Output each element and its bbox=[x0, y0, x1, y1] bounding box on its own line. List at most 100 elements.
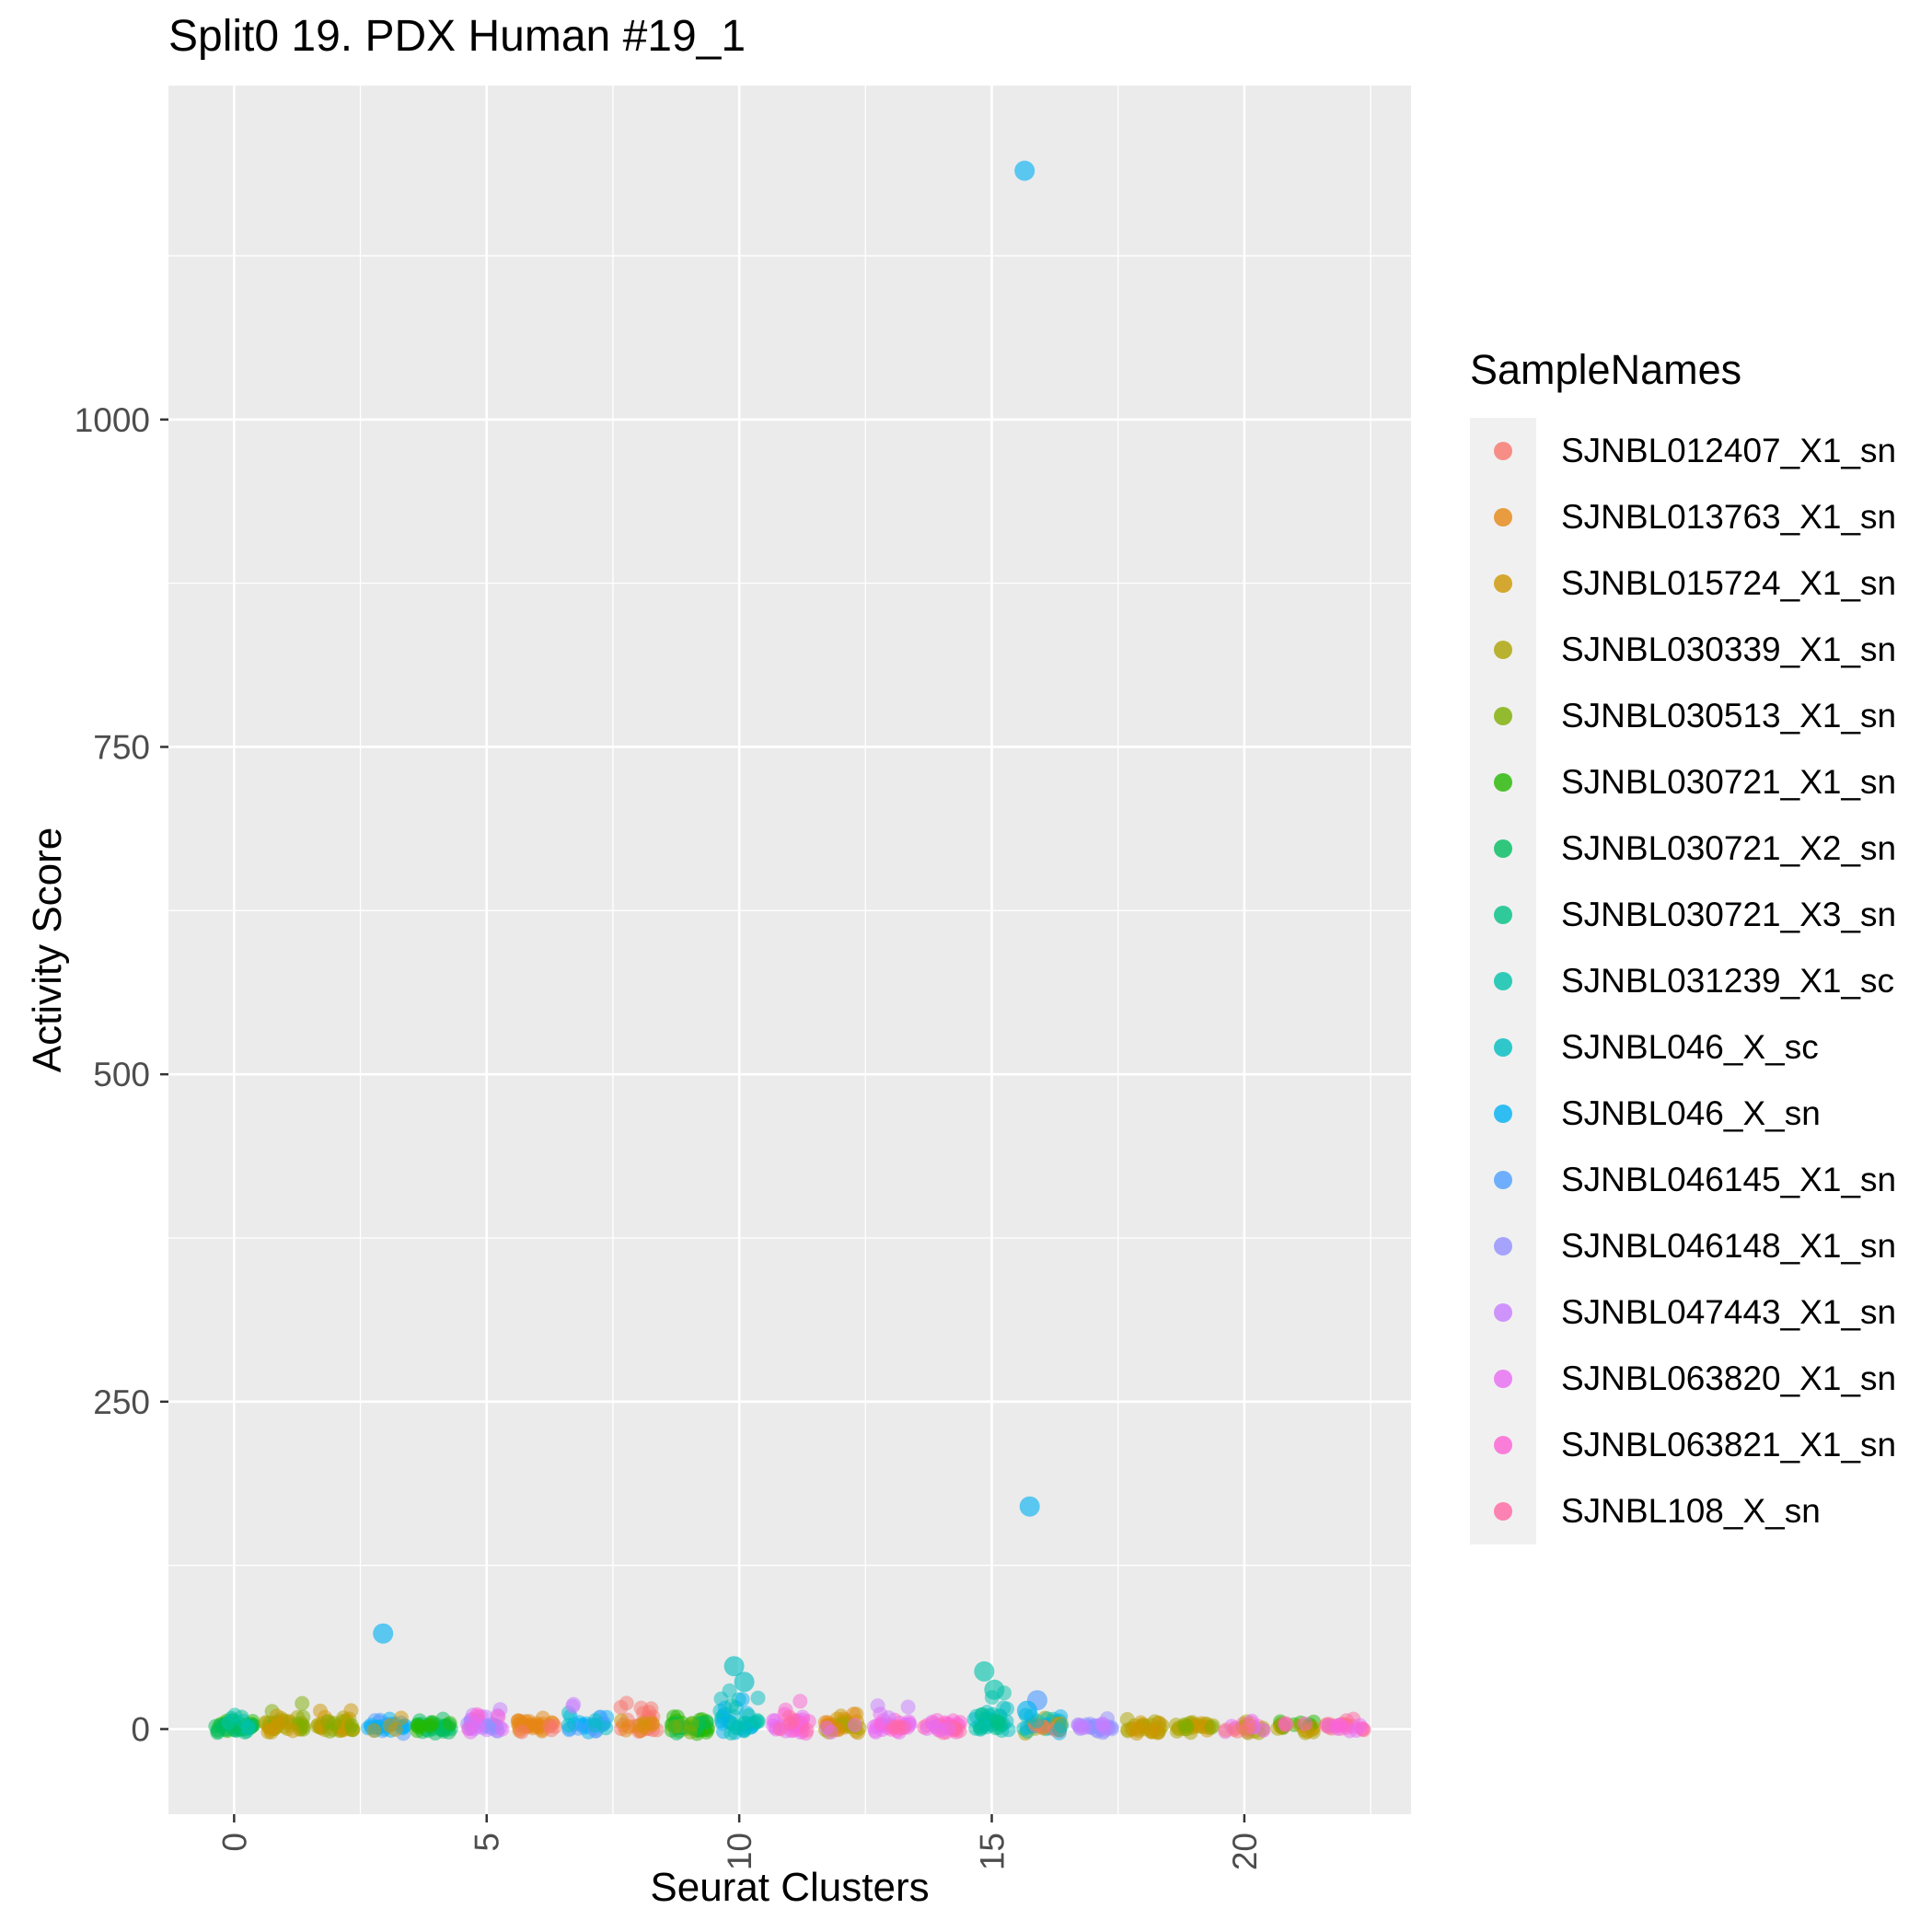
data-point bbox=[846, 1706, 862, 1722]
data-point bbox=[975, 1706, 990, 1722]
data-point bbox=[295, 1709, 311, 1725]
data-point bbox=[723, 1698, 739, 1713]
legend-label: SJNBL108_X_sn bbox=[1561, 1492, 1821, 1530]
data-point bbox=[1354, 1721, 1370, 1736]
data-point bbox=[632, 1723, 648, 1739]
x-tick-label: 0 bbox=[215, 1833, 253, 1852]
legend-label: SJNBL030721_X1_sn bbox=[1561, 763, 1897, 801]
legend-item: SJNBL030513_X1_sn bbox=[1470, 683, 1896, 749]
y-tick-label: 1000 bbox=[75, 401, 150, 439]
legend-title: SampleNames bbox=[1470, 346, 1742, 393]
legend-swatch-dot bbox=[1494, 1038, 1512, 1057]
data-point bbox=[699, 1715, 714, 1730]
data-point bbox=[924, 1714, 940, 1730]
data-point bbox=[344, 1722, 360, 1738]
data-point bbox=[322, 1723, 338, 1739]
legend-swatch-dot bbox=[1494, 773, 1512, 792]
legend-key bbox=[1470, 1147, 1536, 1213]
legend-swatch-dot bbox=[1494, 906, 1512, 924]
data-point bbox=[748, 1715, 764, 1730]
legend-label: SJNBL012407_X1_sn bbox=[1561, 432, 1897, 469]
data-point bbox=[561, 1718, 576, 1733]
legend-label: SJNBL013763_X1_sn bbox=[1561, 498, 1897, 536]
legend-item: SJNBL030721_X2_sn bbox=[1470, 816, 1896, 882]
data-point bbox=[1130, 1720, 1146, 1736]
legend-swatch-dot bbox=[1494, 442, 1512, 460]
data-point bbox=[388, 1722, 403, 1737]
data-point bbox=[1144, 1724, 1159, 1740]
x-axis-title: Seurat Clusters bbox=[650, 1865, 930, 1910]
data-point bbox=[366, 1723, 382, 1739]
legend-item: SJNBL046_X_sn bbox=[1470, 1081, 1896, 1147]
data-point bbox=[313, 1703, 328, 1718]
data-point bbox=[425, 1715, 441, 1730]
legend-swatch-dot bbox=[1494, 839, 1512, 858]
outlier-point bbox=[1014, 160, 1035, 181]
legend-key bbox=[1470, 550, 1536, 617]
legend-swatch-dot bbox=[1494, 1502, 1512, 1521]
legend-key bbox=[1470, 1081, 1536, 1147]
legend-item: SJNBL013763_X1_sn bbox=[1470, 484, 1896, 550]
data-point bbox=[621, 1718, 637, 1734]
data-point bbox=[682, 1724, 698, 1740]
outlier-point bbox=[1019, 1496, 1040, 1517]
data-point bbox=[343, 1703, 359, 1718]
legend-label: SJNBL046_X_sc bbox=[1561, 1028, 1819, 1066]
legend-swatch-dot bbox=[1494, 508, 1512, 526]
legend-key bbox=[1470, 1279, 1536, 1346]
data-point bbox=[565, 1698, 581, 1714]
y-tick-label: 250 bbox=[93, 1383, 150, 1421]
data-point bbox=[993, 1718, 1009, 1733]
outlier-point bbox=[723, 1656, 745, 1677]
legend: SampleNames SJNBL012407_X1_sn SJNBL013763… bbox=[1470, 346, 1896, 1544]
x-tick-label: 15 bbox=[974, 1833, 1012, 1870]
data-point bbox=[750, 1690, 766, 1706]
legend-swatch-dot bbox=[1494, 707, 1512, 725]
y-tick-label: 500 bbox=[93, 1056, 150, 1093]
data-point bbox=[890, 1719, 906, 1734]
legend-label: SJNBL030513_X1_sn bbox=[1561, 697, 1897, 735]
legend-swatch-dot bbox=[1494, 972, 1512, 990]
legend-swatch-dot bbox=[1494, 1171, 1512, 1189]
legend-item: SJNBL030721_X3_sn bbox=[1470, 882, 1896, 948]
legend-key bbox=[1470, 418, 1536, 484]
legend-label: SJNBL046148_X1_sn bbox=[1561, 1227, 1897, 1265]
data-point bbox=[587, 1718, 603, 1733]
data-point bbox=[393, 1710, 409, 1726]
legend-label: SJNBL030339_X1_sn bbox=[1561, 631, 1897, 668]
data-point bbox=[1077, 1720, 1093, 1736]
data-point bbox=[491, 1709, 506, 1725]
y-tick-label: 0 bbox=[131, 1711, 150, 1749]
legend-item: SJNBL012407_X1_sn bbox=[1470, 418, 1896, 484]
legend-swatch-dot bbox=[1494, 574, 1512, 593]
legend-item: SJNBL047443_X1_sn bbox=[1470, 1279, 1896, 1346]
legend-item: SJNBL108_X_sn bbox=[1470, 1478, 1896, 1544]
legend-key bbox=[1470, 683, 1536, 749]
data-point bbox=[645, 1717, 661, 1732]
data-point bbox=[285, 1723, 301, 1739]
data-point bbox=[973, 1720, 989, 1736]
x-tick-label: 10 bbox=[721, 1833, 758, 1870]
legend-key bbox=[1470, 816, 1536, 882]
legend-label: SJNBL015724_X1_sn bbox=[1561, 564, 1897, 602]
plot-panel bbox=[168, 86, 1411, 1814]
outlier-point bbox=[1016, 1700, 1037, 1721]
data-point bbox=[1255, 1722, 1271, 1738]
data-point bbox=[240, 1718, 256, 1734]
data-point bbox=[737, 1716, 753, 1730]
data-point bbox=[410, 1723, 425, 1739]
data-point bbox=[799, 1722, 815, 1738]
data-point bbox=[1278, 1716, 1293, 1731]
legend-key bbox=[1470, 749, 1536, 816]
data-point bbox=[781, 1709, 797, 1725]
legend-key bbox=[1470, 1412, 1536, 1478]
legend-key bbox=[1470, 1346, 1536, 1412]
chart-title: Split0 19. PDX Human #19_1 bbox=[168, 12, 746, 61]
data-point bbox=[735, 1692, 750, 1707]
data-point bbox=[823, 1724, 839, 1740]
legend-key bbox=[1470, 484, 1536, 550]
y-tick-label: 750 bbox=[93, 728, 150, 766]
outlier-point bbox=[974, 1660, 995, 1682]
